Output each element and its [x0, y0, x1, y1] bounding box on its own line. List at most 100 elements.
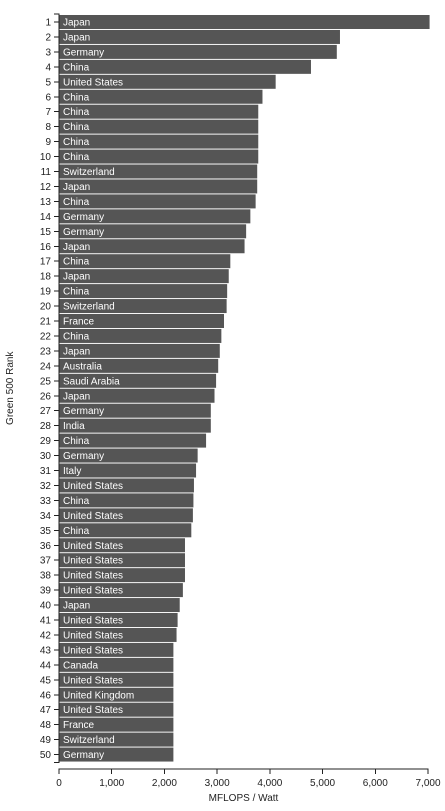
bar-rank-23	[59, 343, 220, 358]
bar-label-rank-46: United Kingdom	[63, 690, 134, 701]
bar-rank-19	[59, 284, 228, 299]
bar-rank-4	[59, 59, 311, 74]
bar-rank-22	[59, 328, 222, 343]
x-tick-label-7000: 7,000	[415, 778, 440, 789]
bar-label-rank-20: Switzerland	[63, 302, 115, 313]
bar-rank-6	[59, 89, 263, 104]
y-axis-line	[54, 13, 60, 763]
bar-rank-48	[59, 717, 174, 732]
rank-label-14: 14	[40, 212, 52, 223]
bar-rank-14	[59, 209, 251, 224]
bar-label-rank-25: Saudi Arabia	[63, 376, 120, 387]
x-axis-line	[58, 768, 429, 774]
bar-label-rank-40: Japan	[63, 601, 90, 612]
rank-label-45: 45	[40, 675, 52, 686]
rank-label-48: 48	[40, 720, 52, 731]
x-tick-label-4000: 4,000	[257, 778, 282, 789]
rank-label-16: 16	[40, 242, 52, 253]
x-tick-label-5000: 5,000	[310, 778, 335, 789]
bar-label-rank-28: India	[63, 421, 85, 432]
rank-label-32: 32	[40, 481, 52, 492]
bar-rank-16	[59, 239, 245, 254]
bar-label-rank-23: Japan	[63, 346, 90, 357]
bar-label-rank-10: China	[63, 152, 90, 163]
bar-rank-13	[59, 194, 256, 209]
x-tick-label-1000: 1,000	[99, 778, 124, 789]
bar-label-rank-6: China	[63, 92, 90, 103]
bar-label-rank-44: Canada	[63, 660, 98, 671]
rank-label-22: 22	[40, 331, 52, 342]
x-tick-label-3000: 3,000	[205, 778, 230, 789]
rank-label-42: 42	[40, 630, 52, 641]
bar-label-rank-38: United States	[63, 571, 123, 582]
bar-rank-44	[59, 657, 174, 672]
bar-rank-18	[59, 269, 229, 284]
rank-label-18: 18	[40, 272, 52, 283]
bar-label-rank-17: China	[63, 257, 90, 268]
bar-rank-47	[59, 702, 174, 717]
x-axis: 0 1,000 2,000 3,000 4,000 5,000 6,000 7,000	[56, 768, 441, 789]
bar-label-rank-43: United States	[63, 645, 123, 656]
bar-label-rank-13: China	[63, 197, 90, 208]
bar-rank-8	[59, 119, 259, 134]
bar-rank-26	[59, 388, 215, 403]
bar-label-rank-24: Australia	[63, 361, 102, 372]
rank-label-26: 26	[40, 391, 52, 402]
bar-label-rank-33: China	[63, 496, 90, 507]
bar-label-rank-45: United States	[63, 675, 123, 686]
x-tick-label-2000: 2,000	[152, 778, 177, 789]
bar-rank-25	[59, 373, 217, 388]
y-axis-title: Green 500 Rank	[5, 351, 16, 425]
x-axis-title: MFLOPS / Watt	[209, 793, 279, 804]
rank-label-23: 23	[40, 346, 52, 357]
bar-rank-10	[59, 149, 259, 164]
rank-label-4: 4	[45, 62, 51, 73]
bar-label-rank-50: Germany	[63, 750, 104, 761]
bar-label-rank-2: Japan	[63, 32, 90, 43]
rank-label-2: 2	[45, 32, 51, 43]
bar-label-rank-42: United States	[63, 630, 123, 641]
bar-label-rank-1: Japan	[63, 18, 90, 29]
bar-rank-35	[59, 523, 192, 538]
rank-label-19: 19	[40, 287, 52, 298]
rank-label-15: 15	[40, 227, 52, 238]
bar-label-rank-4: China	[63, 62, 90, 73]
bar-label-rank-21: France	[63, 317, 95, 328]
rank-label-7: 7	[45, 107, 51, 118]
bar-rank-11	[59, 164, 258, 179]
rank-label-31: 31	[40, 466, 52, 477]
rank-label-33: 33	[40, 496, 52, 507]
bar-rank-15	[59, 224, 247, 239]
bar-label-rank-18: Japan	[63, 272, 90, 283]
bar-rank-31	[59, 463, 197, 478]
bar-label-rank-15: Germany	[63, 227, 104, 238]
bar-label-rank-26: Japan	[63, 391, 90, 402]
bar-rank-40	[59, 598, 180, 613]
bar-rank-28	[59, 418, 211, 433]
rank-label-13: 13	[40, 197, 52, 208]
bar-label-rank-35: China	[63, 526, 90, 537]
rank-label-24: 24	[40, 361, 52, 372]
rank-label-25: 25	[40, 376, 52, 387]
bar-rank-34	[59, 508, 193, 523]
bar-label-rank-27: Germany	[63, 406, 104, 417]
rank-labels-group: 1234567891011121314151617181920212223242…	[40, 18, 59, 761]
bar-label-rank-3: Germany	[63, 47, 104, 58]
bar-label-rank-34: United States	[63, 511, 123, 522]
bar-label-rank-14: Germany	[63, 212, 104, 223]
rank-label-20: 20	[40, 302, 52, 313]
rank-label-6: 6	[45, 92, 51, 103]
x-tick-label-0: 0	[56, 778, 62, 789]
bar-rank-30	[59, 448, 198, 463]
rank-label-3: 3	[45, 47, 51, 58]
bar-rank-37	[59, 553, 185, 568]
bar-label-rank-32: United States	[63, 481, 123, 492]
bar-rank-33	[59, 493, 194, 508]
bar-label-rank-12: Japan	[63, 182, 90, 193]
bar-rank-32	[59, 478, 194, 493]
bar-label-rank-29: China	[63, 436, 90, 447]
rank-label-27: 27	[40, 406, 52, 417]
rank-label-44: 44	[40, 660, 52, 671]
bar-rank-1	[59, 15, 430, 29]
rank-label-35: 35	[40, 526, 52, 537]
